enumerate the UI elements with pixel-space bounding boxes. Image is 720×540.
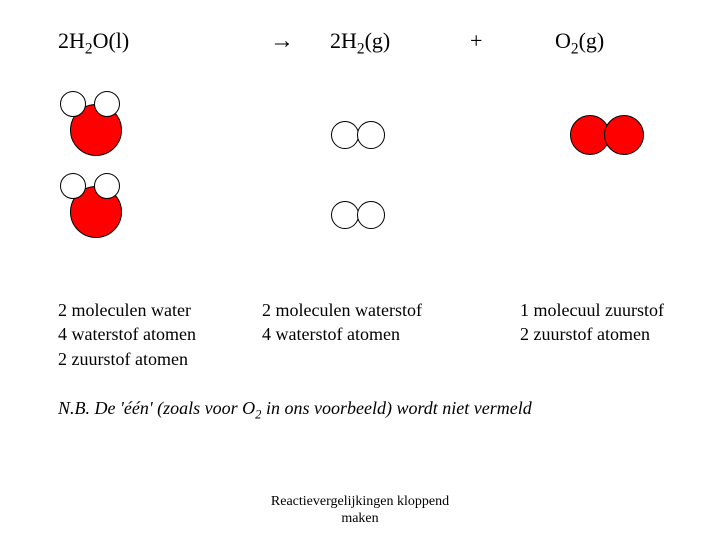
slide-stage: 2H2O(l) → 2H2(g) + O2(g) 2 moleculen wat… [0, 0, 720, 540]
caption-line: 2 zuurstof atomen [58, 347, 196, 371]
hydrogen-atom [331, 201, 359, 229]
sub: 2 [85, 40, 93, 57]
caption-o2: 1 molecuul zuurstof 2 zuurstof atomen [520, 298, 664, 347]
caption-line: 2 moleculen water [58, 298, 196, 322]
hydrogen-atom [94, 91, 120, 117]
coef: 2 [330, 28, 341, 53]
caption-line: 4 waterstof atomen [262, 322, 422, 346]
tail: O(l) [93, 28, 130, 53]
note-suffix: in ons voorbeeld) wordt niet vermeld [261, 398, 531, 418]
caption-water: 2 moleculen water 4 waterstof atomen 2 z… [58, 298, 196, 371]
equation-row: 2H2O(l) → 2H2(g) + O2(g) [0, 28, 720, 68]
coef: 2 [58, 28, 69, 53]
hydrogen-atom [331, 121, 359, 149]
hydrogen-atom [60, 173, 86, 199]
footnote: N.B. De 'één' (zoals voor O2 in ons voor… [58, 398, 532, 423]
base: H [69, 28, 85, 53]
base: H [341, 28, 357, 53]
base: O [555, 28, 571, 53]
tail: (g) [365, 28, 391, 53]
term-product-o2: O2(g) [555, 28, 604, 58]
caption-line: 4 waterstof atomen [58, 322, 196, 346]
footer-line: maken [0, 511, 720, 528]
footer-line: Reactievergelijkingen kloppend [0, 494, 720, 511]
hydrogen-atom [60, 91, 86, 117]
plus-sign: + [470, 28, 482, 54]
arrow-icon: → [270, 28, 294, 55]
hydrogen-atom [357, 201, 385, 229]
caption-line: 1 molecuul zuurstof [520, 298, 664, 322]
caption-line: 2 zuurstof atomen [520, 322, 664, 346]
slide-footer: Reactievergelijkingen kloppend maken [0, 494, 720, 528]
sub: 2 [357, 40, 365, 57]
tail: (g) [579, 28, 605, 53]
hydrogen-atom [94, 173, 120, 199]
oxygen-atom [604, 115, 644, 155]
caption-line: 2 moleculen waterstof [262, 298, 422, 322]
note-prefix: N.B. De 'één' (zoals voor O [58, 398, 255, 418]
hydrogen-atom [357, 121, 385, 149]
sub: 2 [571, 40, 579, 57]
term-reactant-h2o: 2H2O(l) [58, 28, 129, 58]
caption-h2: 2 moleculen waterstof 4 waterstof atomen [262, 298, 422, 347]
term-product-h2: 2H2(g) [330, 28, 390, 58]
